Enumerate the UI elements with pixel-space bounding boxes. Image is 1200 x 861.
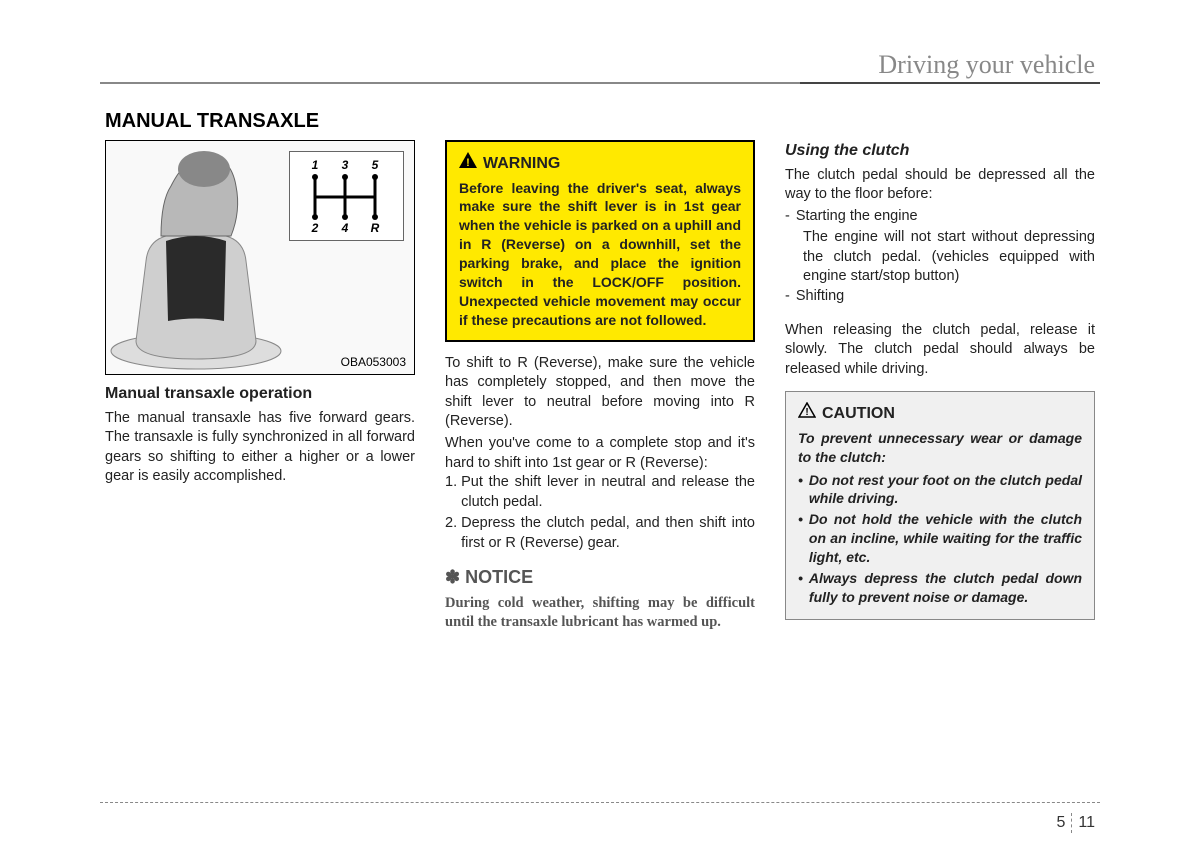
caution-title-row: ! CAUTION [798,402,1082,425]
caution-bullet-text: Always depress the clutch pedal down ful… [809,569,1082,607]
list-item-label: Shifting [796,287,844,307]
bullet-icon: • [798,510,803,567]
svg-text:4: 4 [341,221,349,235]
notice-title: NOTICE [465,567,533,587]
chapter-number: 5 [1056,814,1065,831]
warning-title-row: ! WARNING [459,152,741,175]
page-number: 5 11 [1056,813,1095,833]
col3-p1: The clutch pedal should be depressed all… [785,166,1095,205]
bullet-icon: • [798,569,803,607]
step-text: Depress the clutch pedal, and then shift… [461,514,755,553]
column-3: Using the clutch The clutch pedal should… [785,140,1095,633]
list-item-sub: The engine will not start without depres… [803,228,1095,287]
svg-text:5: 5 [372,158,379,172]
col3-p2: When releasing the clutch pedal, release… [785,321,1095,380]
step-number: 1. [445,473,457,512]
step-text: Put the shift lever in neutral and relea… [461,473,755,512]
list-item-label: Starting the engine [796,207,918,227]
caution-bullet-text: Do not rest your foot on the clutch peda… [809,471,1082,509]
caution-triangle-icon: ! [798,402,816,425]
svg-text:!: ! [466,157,470,168]
svg-text:1: 1 [312,158,319,172]
caution-bullet-list: •Do not rest your foot on the clutch ped… [798,471,1082,607]
caution-box: ! CAUTION To prevent unnecessary wear or… [785,391,1095,620]
col3-subhead: Using the clutch [785,140,1095,162]
notice-title-row: ✽ NOTICE [445,565,755,589]
list-item: - Shifting [785,287,1095,307]
col2-step-2: 2. Depress the clutch pedal, and then sh… [445,514,755,553]
caution-bullet: •Always depress the clutch pedal down fu… [798,569,1082,607]
header-rule [100,82,1100,84]
col1-subhead: Manual transaxle operation [105,383,415,405]
shift-knob-icon [106,141,306,371]
list-item: - Starting the engine [785,207,1095,227]
step-number: 2. [445,514,457,553]
svg-text:3: 3 [342,158,349,172]
svg-text:R: R [371,221,380,235]
section-title: MANUAL TRANSAXLE [105,110,319,133]
caution-bullet: •Do not hold the vehicle with the clutch… [798,510,1082,567]
notice-body: During cold weather, shifting may be dif… [445,594,755,633]
footer-rule [100,802,1100,803]
page-header-title: Driving your vehicle [878,50,1095,80]
svg-text:!: ! [805,407,808,418]
gear-pattern-diagram: 1 3 5 2 4 R [289,151,404,241]
col3-bullet-list: - Starting the engine The engine will no… [785,207,1095,307]
col2-p1: To shift to R (Reverse), make sure the v… [445,354,755,432]
col2-p2: When you've come to a complete stop and … [445,434,755,473]
content-columns: 1 3 5 2 4 R OBA053003 Manual transaxle o… [105,140,1095,633]
dash-icon: - [785,287,790,307]
bullet-icon: • [798,471,803,509]
column-2: ! WARNING Before leaving the driver's se… [445,140,755,633]
caution-bullet: •Do not rest your foot on the clutch ped… [798,471,1082,509]
warning-triangle-icon: ! [459,152,477,175]
gear-shift-figure: 1 3 5 2 4 R OBA053003 [105,140,415,375]
col2-step-1: 1. Put the shift lever in neutral and re… [445,473,755,512]
caution-bullet-text: Do not hold the vehicle with the clutch … [809,510,1082,567]
figure-code: OBA053003 [341,354,406,370]
dash-icon: - [785,207,790,227]
svg-text:2: 2 [311,221,319,235]
warning-box: ! WARNING Before leaving the driver's se… [445,140,755,342]
col1-body: The manual transaxle has five forward ge… [105,409,415,487]
caution-lead: To prevent unnecessary wear or damage to… [798,429,1082,467]
page-number-value: 11 [1078,814,1095,831]
warning-body: Before leaving the driver's seat, always… [459,179,741,330]
caution-title: CAUTION [822,403,895,425]
column-1: 1 3 5 2 4 R OBA053003 Manual transaxle o… [105,140,415,633]
notice-marker-icon: ✽ [445,567,460,587]
warning-title: WARNING [483,153,560,175]
